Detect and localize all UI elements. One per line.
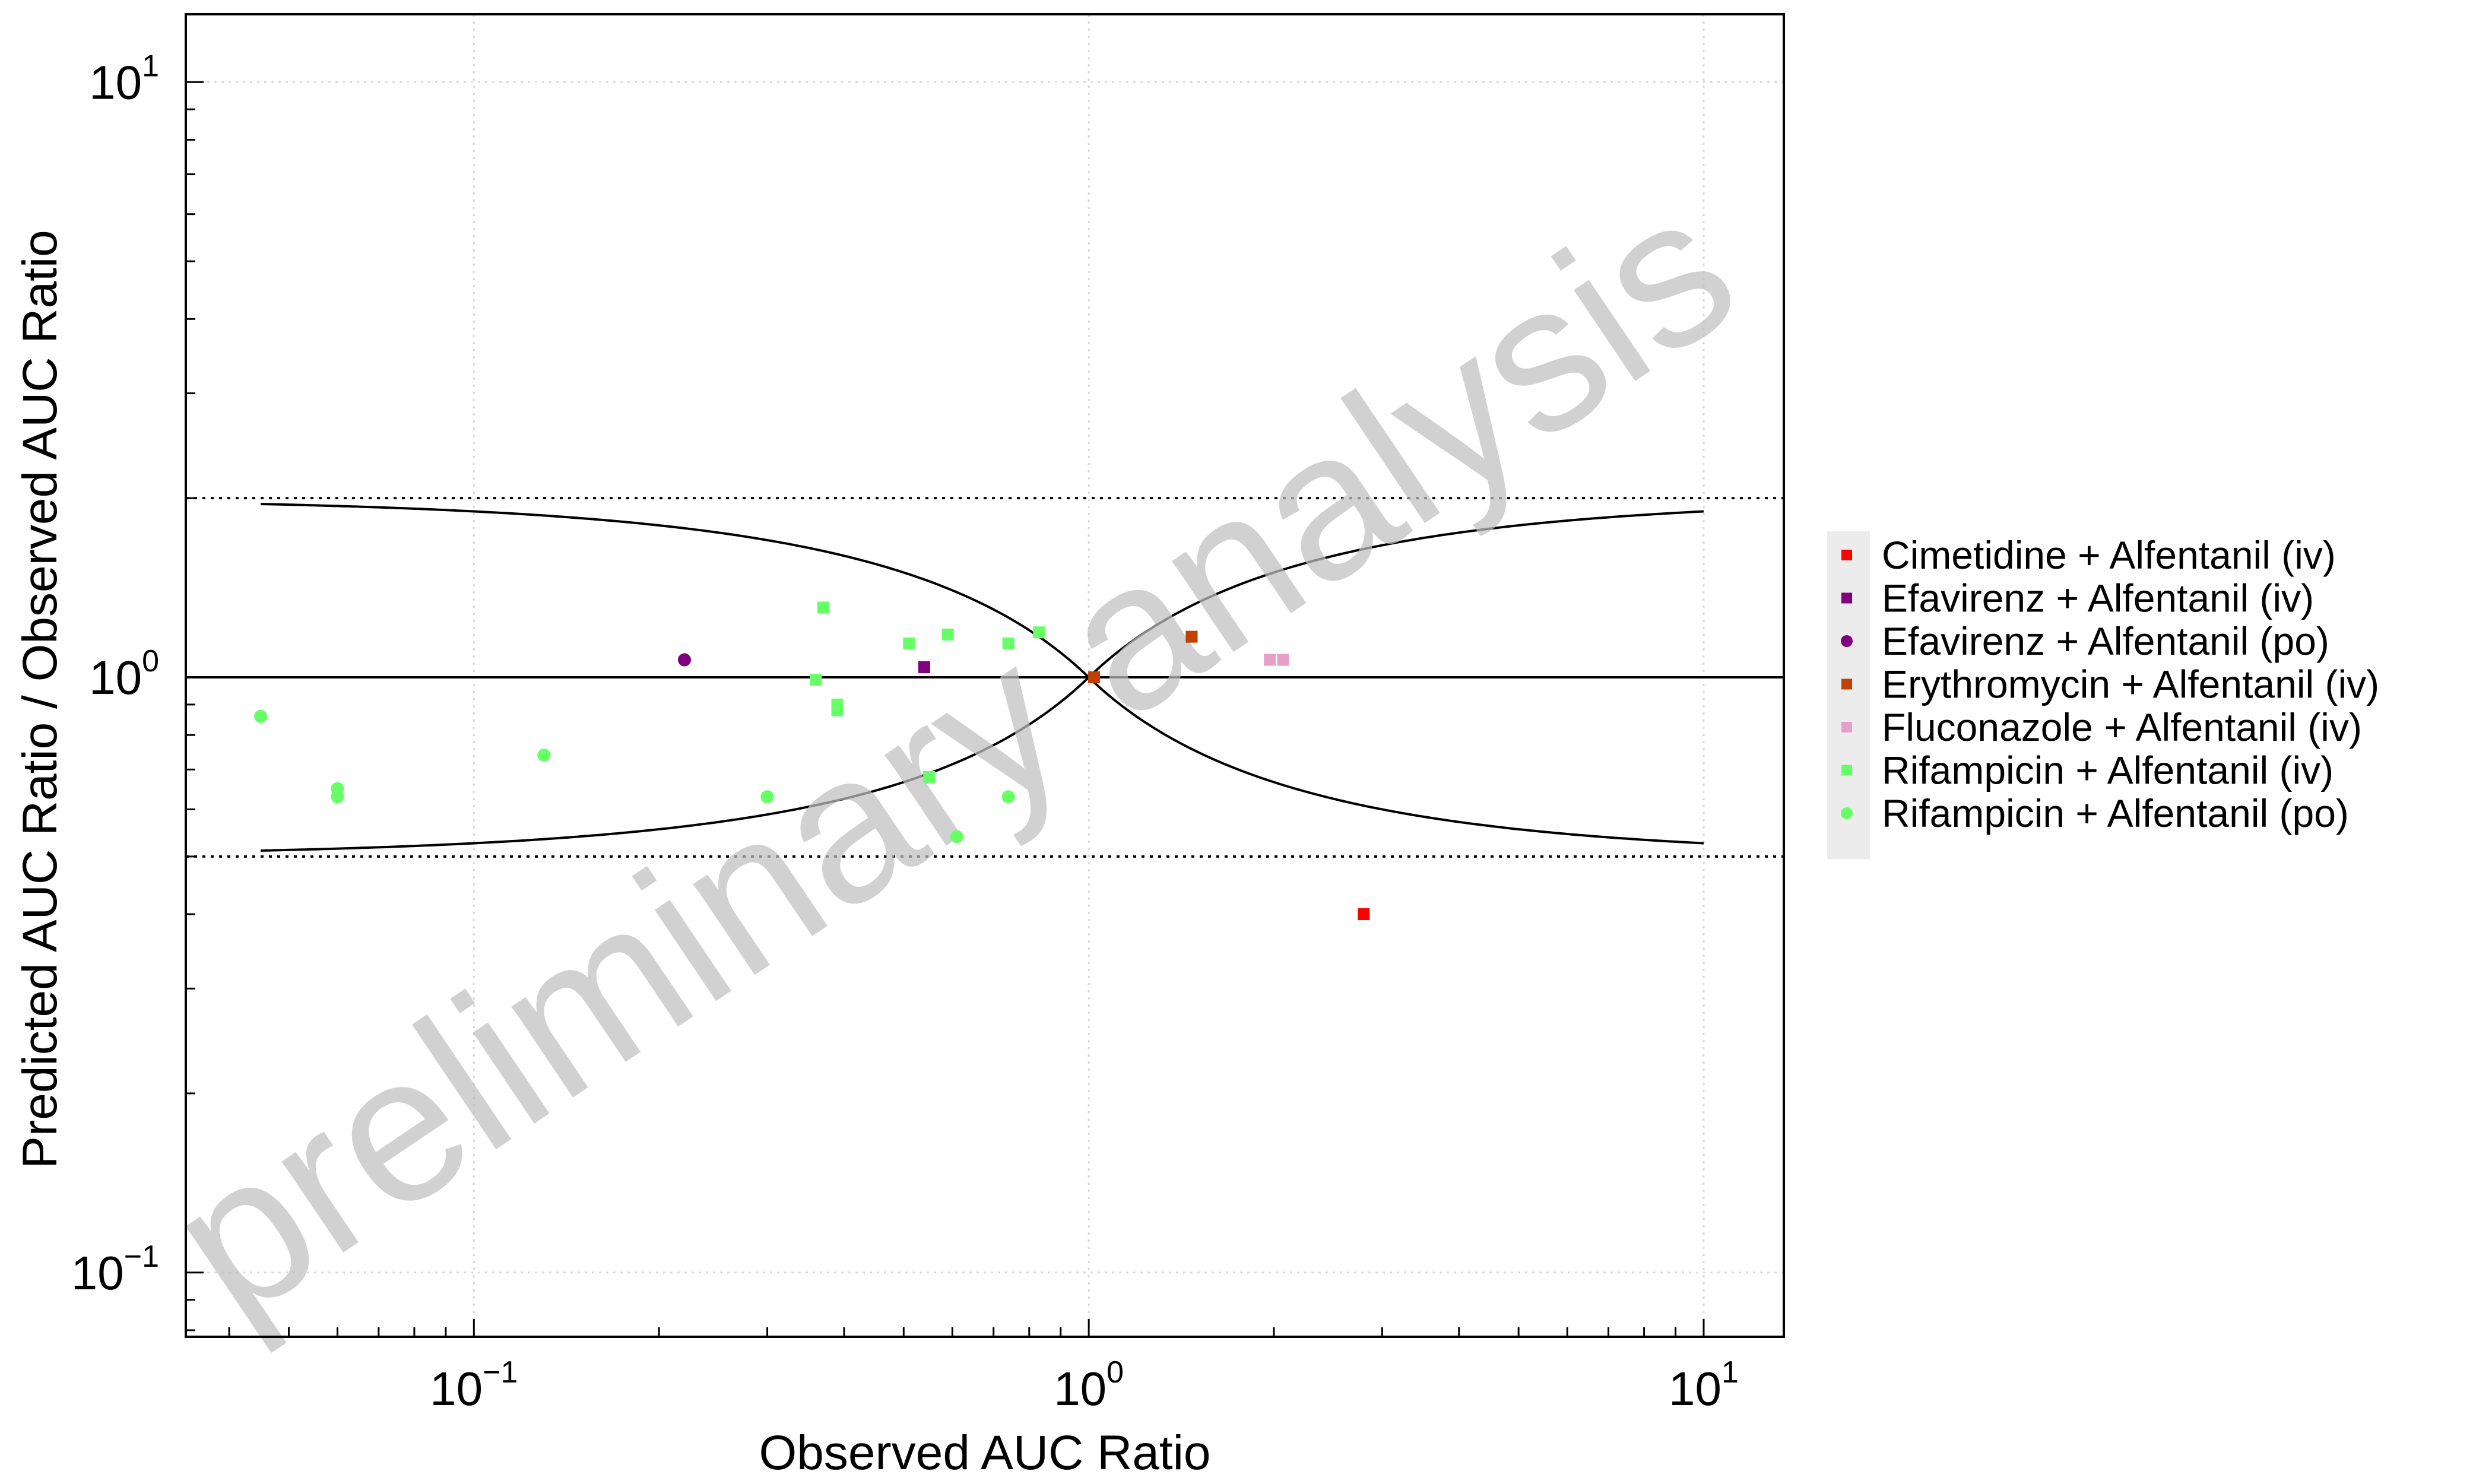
legend-label: Cimetidine + Alfentanil (iv) bbox=[1882, 533, 2336, 577]
data-point bbox=[1358, 908, 1370, 921]
data-point bbox=[678, 653, 692, 667]
data-point bbox=[918, 661, 930, 673]
guest-limit-lower-curve bbox=[261, 676, 1704, 852]
data-point bbox=[1185, 630, 1198, 643]
legend: Cimetidine + Alfentanil (iv)Efavirenz + … bbox=[1827, 531, 2379, 860]
plot-frame bbox=[185, 13, 1785, 1338]
data-point bbox=[1033, 626, 1045, 639]
guest-limit-upper-curve bbox=[261, 503, 1704, 678]
data-point bbox=[903, 637, 915, 649]
data-point bbox=[1088, 671, 1101, 684]
data-point bbox=[817, 601, 829, 614]
legend-marker bbox=[1841, 550, 1852, 560]
x-axis-title: Observed AUC Ratio bbox=[759, 1426, 1210, 1480]
data-point bbox=[254, 709, 268, 723]
legend-label: Efavirenz + Alfentanil (po) bbox=[1882, 619, 2329, 663]
legend-marker bbox=[1841, 592, 1852, 604]
data-point bbox=[810, 674, 822, 686]
reference-lines bbox=[186, 497, 1784, 858]
data-point bbox=[1002, 637, 1014, 649]
y-tick-label: 101 bbox=[89, 49, 159, 109]
data-point bbox=[1277, 654, 1289, 666]
legend-marker bbox=[1841, 678, 1852, 690]
legend-label: Rifampicin + Alfentanil (po) bbox=[1882, 791, 2349, 835]
y-axis-title: Predicted AUC Ratio / Observed AUC Ratio bbox=[13, 230, 67, 1168]
x-tick-label: 101 bbox=[1669, 1355, 1739, 1415]
legend-marker bbox=[1841, 722, 1852, 733]
data-point bbox=[331, 790, 344, 804]
legend-label: Fluconazole + Alfentanil (iv) bbox=[1882, 705, 2362, 749]
y-tick-label: 100 bbox=[89, 644, 159, 704]
legend-label: Efavirenz + Alfentanil (iv) bbox=[1882, 576, 2314, 620]
data-point bbox=[923, 770, 936, 783]
axes: 10−1 100 101 10−1 100 101 bbox=[71, 49, 1739, 1415]
legend-label: Rifampicin + Alfentanil (iv) bbox=[1882, 749, 2334, 792]
x-tick-label: 10−1 bbox=[430, 1355, 518, 1415]
x-tick-label: 100 bbox=[1054, 1355, 1124, 1415]
data-point bbox=[760, 790, 774, 804]
legend-marker bbox=[1841, 635, 1853, 647]
data-point bbox=[1264, 654, 1276, 666]
data-point bbox=[831, 704, 844, 716]
data-point bbox=[950, 830, 963, 844]
legend-marker bbox=[1841, 765, 1852, 776]
data-points bbox=[254, 601, 1370, 921]
legend-swatch-background bbox=[1827, 531, 1870, 860]
legend-label: Erythromycin + Alfentanil (iv) bbox=[1882, 662, 2379, 706]
data-point bbox=[941, 628, 954, 640]
data-point bbox=[537, 749, 551, 762]
y-tick-label: 10−1 bbox=[71, 1239, 159, 1299]
legend-marker bbox=[1841, 807, 1853, 819]
data-point bbox=[1001, 790, 1015, 804]
